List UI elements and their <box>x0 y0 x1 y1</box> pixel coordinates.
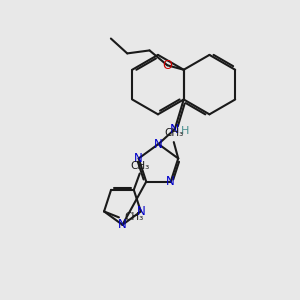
Text: N: N <box>154 138 163 151</box>
Text: N: N <box>118 218 127 231</box>
Text: N: N <box>166 175 175 188</box>
Text: H: H <box>181 126 189 136</box>
Text: CH₃: CH₃ <box>164 128 183 138</box>
Text: N: N <box>136 205 145 218</box>
Text: O: O <box>162 59 172 72</box>
Text: N: N <box>134 152 143 165</box>
Text: CH₃: CH₃ <box>130 161 149 171</box>
Text: N: N <box>170 123 179 136</box>
Text: CH₃: CH₃ <box>124 212 143 222</box>
